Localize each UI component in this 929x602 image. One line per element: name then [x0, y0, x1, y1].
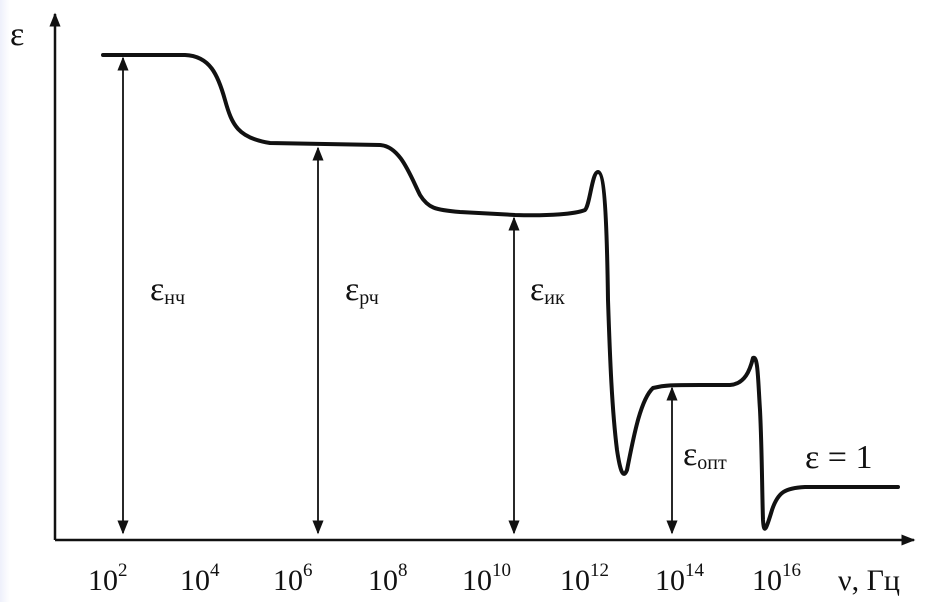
x-tick-label: 1016: [752, 560, 801, 597]
limit-label: ε = 1: [805, 439, 872, 476]
x-tick-label: 1012: [560, 560, 609, 597]
x-tick-label: 102: [88, 560, 128, 597]
x-tick-label: 108: [368, 560, 408, 597]
x-tick-label: 1010: [462, 560, 511, 597]
level-label-radio-frequency: εрч: [345, 271, 379, 309]
level-label-optical: εопт: [683, 436, 727, 474]
left-edge-stripe: [0, 0, 10, 602]
x-tick-label: 1014: [655, 560, 705, 597]
x-tick-label: 106: [273, 560, 313, 597]
x-axis-label: ν, Гц: [838, 564, 900, 597]
level-label-low-frequency: εнч: [150, 271, 185, 309]
x-tick-label: 104: [180, 560, 220, 597]
permittivity-curve: [101, 53, 900, 531]
y-axis-label: ε: [10, 16, 24, 53]
level-label-infrared: εик: [530, 271, 565, 309]
